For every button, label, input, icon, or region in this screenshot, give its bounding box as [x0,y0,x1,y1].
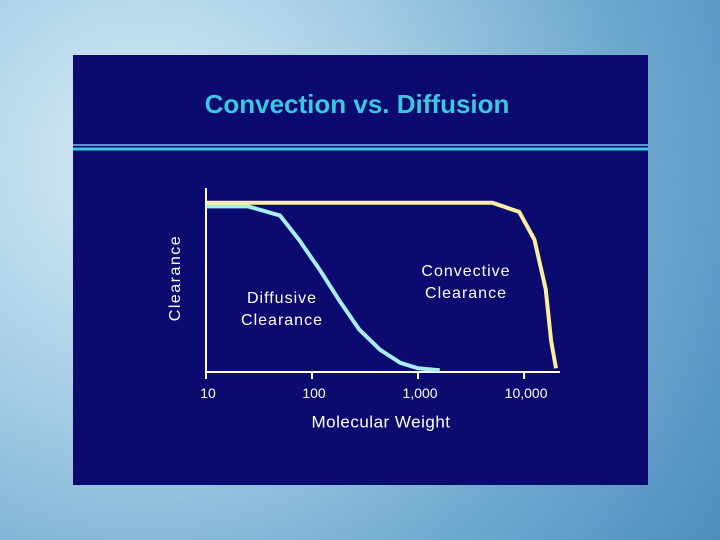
series-label: Convective Clearance [421,263,511,302]
chart-title: Convection vs. Diffusion [205,89,510,119]
y-axis-label: Clearance [167,235,184,321]
x-tick-label: 100 [302,385,326,401]
series-label: Diffusive Clearance [241,290,323,329]
series-line [206,200,558,369]
x-tick-label: 10,000 [505,385,548,401]
x-axis-label: Molecular Weight [311,412,450,431]
x-tick-label: 1,000 [403,385,438,401]
series-line [206,204,440,373]
slide-panel [73,55,648,485]
x-tick-label: 10 [200,385,216,401]
